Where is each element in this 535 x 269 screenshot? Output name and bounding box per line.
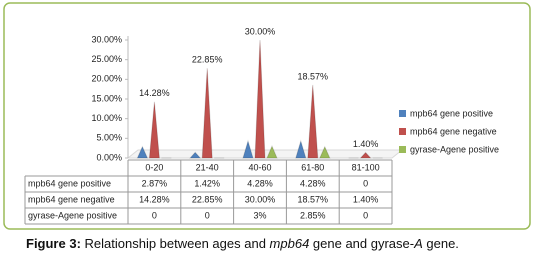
cone <box>201 68 213 159</box>
data-label: 30.00% <box>245 26 276 36</box>
x-tick-label: 21-40 <box>196 162 219 172</box>
table-cell: 2.85% <box>300 210 326 220</box>
x-tick-label: 40-60 <box>248 162 271 172</box>
y-tick-label: 0.00% <box>96 152 122 162</box>
x-tick-label: 81-100 <box>352 162 380 172</box>
y-tick-label: 10.00% <box>91 113 122 123</box>
caption: Figure 3: Relationship between ages and … <box>26 236 459 251</box>
row-header: mpb64 gene negative <box>28 194 115 204</box>
table-cell: 4.28% <box>247 178 273 188</box>
table-cell: 0 <box>363 178 368 188</box>
chart: 0.00% 5.00% 10.00% 15.00% 20.00% 25.00% 30.00%… <box>3 2 531 230</box>
table-cell: 1.40% <box>353 194 379 204</box>
cone <box>242 139 254 159</box>
legend-label: gyrase-Agene positive <box>410 144 499 154</box>
y-tick-label: 5.00% <box>96 133 122 143</box>
x-tick-label: 61-80 <box>301 162 324 172</box>
legend-label: mpb64 gene positive <box>410 108 493 118</box>
legend-label: mpb64 gene negative <box>410 126 497 136</box>
y-tick-label: 25.00% <box>91 54 122 64</box>
cone <box>266 144 278 159</box>
table-cell: 0 <box>363 210 368 220</box>
y-tick-label: 15.00% <box>91 93 122 103</box>
caption-text: A <box>414 236 423 251</box>
table-cell: 2.87% <box>142 178 168 188</box>
row-header: mpb64 gene positive <box>28 178 111 188</box>
cone <box>136 145 149 159</box>
table-cell: 0 <box>152 210 157 220</box>
data-label: 1.40% <box>353 139 379 149</box>
y-tick-label: 30.00% <box>91 34 122 44</box>
data-label: 14.28% <box>139 88 170 98</box>
data-label: 18.57% <box>298 71 329 81</box>
table-cell: 22.85% <box>192 194 223 204</box>
table-cell: 4.28% <box>300 178 326 188</box>
caption-text: gene and gyrase- <box>309 236 415 251</box>
cone <box>254 39 266 159</box>
cone <box>189 151 202 159</box>
x-tick-label: 0-20 <box>145 162 163 172</box>
legend-swatch <box>399 110 406 117</box>
caption-text: Relationship between ages and <box>80 236 270 251</box>
row-header: gyrase-Agene positive <box>28 210 117 220</box>
caption-text: gene. <box>422 236 459 251</box>
table-cell: 1.42% <box>194 178 220 188</box>
cone <box>148 101 160 159</box>
caption-text: mpb64 <box>269 236 310 251</box>
table-cell: 3% <box>253 210 266 220</box>
chart-border <box>3 2 531 230</box>
cone <box>307 84 319 159</box>
cone <box>319 145 331 159</box>
caption-label: Figure 3: <box>26 236 81 251</box>
cone <box>359 151 372 159</box>
table-cell: 0 <box>205 210 210 220</box>
table-cell: 18.57% <box>298 194 329 204</box>
table-cell: 30.00% <box>245 194 276 204</box>
legend-swatch <box>399 146 406 153</box>
legend-swatch <box>399 128 406 135</box>
table-cell: 14.28% <box>139 194 170 204</box>
cone <box>295 139 307 159</box>
data-label: 22.85% <box>192 54 223 64</box>
y-tick-label: 20.00% <box>91 74 122 84</box>
